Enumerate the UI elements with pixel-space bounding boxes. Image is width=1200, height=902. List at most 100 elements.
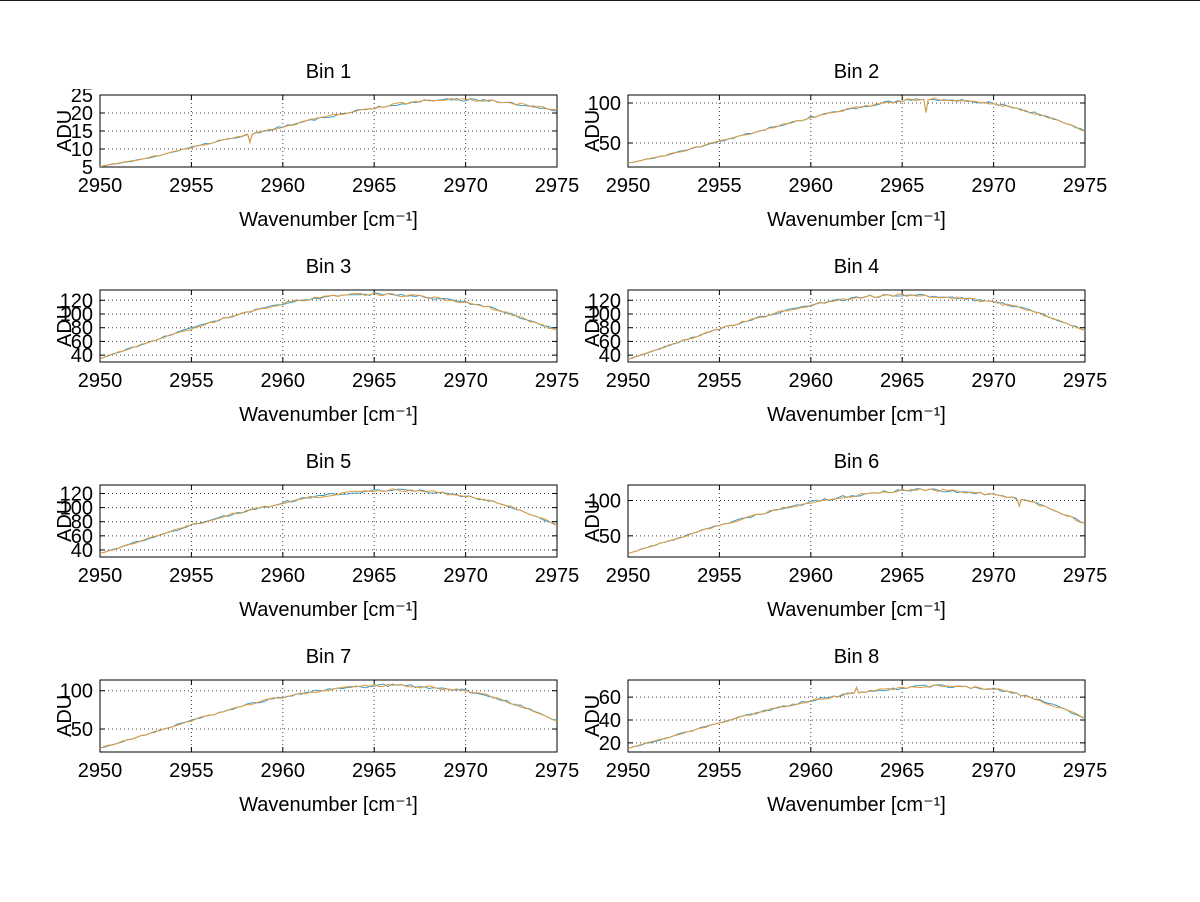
axis-ticks bbox=[627, 485, 1086, 557]
axis-ticks bbox=[627, 290, 1086, 362]
svg-text:2970: 2970 bbox=[443, 175, 488, 197]
svg-text:2950: 2950 bbox=[78, 760, 123, 782]
axis-box bbox=[99, 679, 558, 753]
svg-text:2955: 2955 bbox=[697, 565, 742, 587]
svg-text:2965: 2965 bbox=[880, 175, 925, 197]
x-axis-label: Wavenumber [cm⁻¹] bbox=[239, 209, 418, 231]
grid-lines bbox=[627, 290, 1086, 362]
x-tick-labels: 2950 2955 2960 2965 2970 2975 bbox=[606, 565, 1108, 587]
subplot-title: Bin 8 bbox=[833, 646, 880, 668]
trace-1 bbox=[628, 488, 1085, 555]
grid-lines bbox=[627, 95, 1086, 167]
subplot-bin-7: Bin 7 ADU 2950 2955 2960 2965 2970 2975 50 100 … bbox=[0, 644, 600, 839]
svg-text:2955: 2955 bbox=[697, 175, 742, 197]
svg-text:100: 100 bbox=[588, 93, 621, 115]
svg-text:2975: 2975 bbox=[1063, 175, 1108, 197]
x-tick-labels: 2950 2955 2960 2965 2970 2975 bbox=[78, 370, 580, 392]
svg-text:2955: 2955 bbox=[169, 370, 214, 392]
trace-1 bbox=[100, 292, 557, 360]
subplot-title: Bin 5 bbox=[305, 451, 352, 473]
subplot-bin-5: Bin 5 ADU 2950 2955 2960 2965 2970 2975 40 60 80… bbox=[0, 449, 600, 644]
axis-box bbox=[99, 289, 558, 363]
svg-text:20: 20 bbox=[599, 733, 621, 755]
svg-text:2965: 2965 bbox=[352, 760, 397, 782]
svg-text:2950: 2950 bbox=[78, 370, 123, 392]
svg-text:2965: 2965 bbox=[880, 565, 925, 587]
axis-ticks bbox=[627, 95, 1086, 167]
trace-2 bbox=[100, 683, 557, 750]
svg-text:2965: 2965 bbox=[352, 370, 397, 392]
svg-text:2975: 2975 bbox=[535, 175, 580, 197]
svg-text:2960: 2960 bbox=[261, 565, 306, 587]
svg-text:2950: 2950 bbox=[606, 760, 651, 782]
axis-box bbox=[627, 94, 1086, 168]
svg-text:2950: 2950 bbox=[606, 175, 651, 197]
svg-text:10: 10 bbox=[71, 139, 93, 161]
svg-text:2975: 2975 bbox=[1063, 760, 1108, 782]
svg-text:2955: 2955 bbox=[169, 175, 214, 197]
svg-text:40: 40 bbox=[71, 345, 93, 367]
axis-ticks bbox=[99, 680, 558, 752]
svg-text:25: 25 bbox=[71, 89, 93, 107]
axis-box bbox=[627, 484, 1086, 558]
x-tick-labels: 2950 2955 2960 2965 2970 2975 bbox=[606, 175, 1108, 197]
x-tick-labels: 2950 2955 2960 2965 2970 2975 bbox=[78, 175, 580, 197]
svg-text:2950: 2950 bbox=[606, 565, 651, 587]
subplot-bin-4: Bin 4 ADU 2950 2955 2960 2965 2970 2975 40 60 80… bbox=[528, 254, 1128, 449]
subplot-bin-1: Bin 1 ADU 2950 2955 2960 2965 2970 2975 5 10 15 2… bbox=[0, 59, 600, 254]
svg-text:120: 120 bbox=[60, 290, 93, 312]
svg-text:40: 40 bbox=[71, 540, 93, 562]
x-tick-labels: 2950 2955 2960 2965 2970 2975 bbox=[78, 760, 580, 782]
axis-ticks bbox=[99, 290, 558, 362]
svg-text:2960: 2960 bbox=[789, 760, 834, 782]
svg-text:120: 120 bbox=[60, 483, 93, 505]
svg-text:2975: 2975 bbox=[1063, 370, 1108, 392]
x-tick-labels: 2950 2955 2960 2965 2970 2975 bbox=[606, 370, 1108, 392]
svg-text:2965: 2965 bbox=[880, 760, 925, 782]
svg-text:100: 100 bbox=[60, 498, 93, 520]
y-tick-labels: 50 100 bbox=[588, 93, 621, 155]
plot-area-bin-7: 2950 2955 2960 2965 2970 2975 50 100 bbox=[60, 679, 580, 782]
subplot-bin-3: Bin 3 ADU 2950 2955 2960 2965 2970 2975 40 60 80… bbox=[0, 254, 600, 449]
axis-box bbox=[99, 484, 558, 558]
svg-text:2955: 2955 bbox=[697, 760, 742, 782]
svg-text:2960: 2960 bbox=[261, 760, 306, 782]
y-tick-labels: 50 100 bbox=[60, 681, 93, 741]
svg-text:60: 60 bbox=[599, 331, 621, 353]
svg-text:100: 100 bbox=[60, 681, 93, 703]
trace-2 bbox=[628, 488, 1085, 554]
subplot-bin-6: Bin 6 ADU 2950 2955 2960 2965 2970 2975 50 100 … bbox=[528, 449, 1128, 644]
x-tick-labels: 2950 2955 2960 2965 2970 2975 bbox=[78, 565, 580, 587]
svg-text:2950: 2950 bbox=[606, 370, 651, 392]
svg-text:20: 20 bbox=[71, 103, 93, 125]
svg-text:2955: 2955 bbox=[169, 760, 214, 782]
trace-1 bbox=[628, 684, 1085, 750]
grid-lines bbox=[627, 680, 1086, 752]
trace-1 bbox=[100, 683, 557, 749]
grid-lines bbox=[99, 94, 558, 168]
svg-text:2975: 2975 bbox=[535, 565, 580, 587]
svg-text:2975: 2975 bbox=[1063, 565, 1108, 587]
subplot-title: Bin 1 bbox=[305, 61, 352, 83]
svg-text:2965: 2965 bbox=[880, 370, 925, 392]
svg-text:100: 100 bbox=[60, 304, 93, 326]
svg-text:40: 40 bbox=[599, 345, 621, 367]
svg-text:2965: 2965 bbox=[352, 175, 397, 197]
svg-text:100: 100 bbox=[588, 304, 621, 326]
svg-text:2970: 2970 bbox=[971, 565, 1016, 587]
svg-text:2970: 2970 bbox=[971, 175, 1016, 197]
svg-text:5: 5 bbox=[82, 157, 93, 179]
svg-text:2955: 2955 bbox=[169, 565, 214, 587]
subplot-title: Bin 4 bbox=[833, 256, 880, 278]
trace-2 bbox=[100, 97, 557, 167]
svg-text:120: 120 bbox=[588, 290, 621, 312]
svg-text:2960: 2960 bbox=[789, 565, 834, 587]
